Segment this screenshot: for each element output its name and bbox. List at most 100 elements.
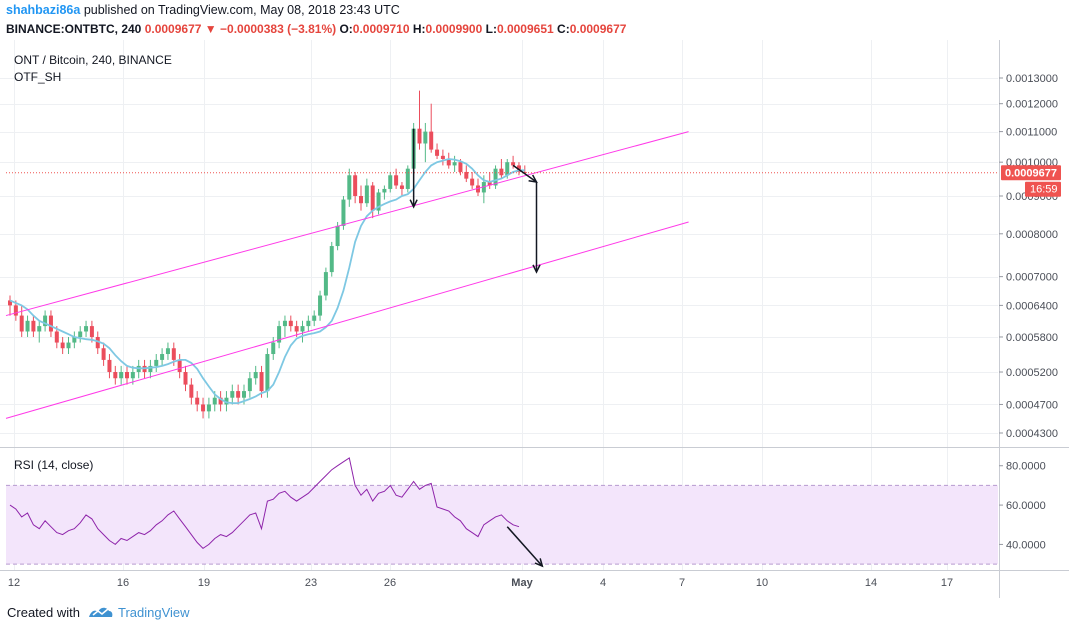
price-tick-label: 0.0004300 xyxy=(1006,428,1058,440)
candle-body xyxy=(25,320,30,332)
time-tick-label: 17 xyxy=(941,577,953,589)
candle-body xyxy=(312,315,317,321)
candle-body xyxy=(224,397,229,405)
open-value: 0.0009710 xyxy=(352,22,410,36)
time-tick-label: 16 xyxy=(117,577,129,589)
candle-body xyxy=(247,378,252,392)
countdown-text: 16:59 xyxy=(1030,184,1058,196)
rsi-band xyxy=(6,485,998,565)
candle-body xyxy=(154,359,159,366)
candle-body xyxy=(60,342,65,349)
candle-body xyxy=(353,175,358,196)
candle-body xyxy=(101,348,106,360)
candle-body xyxy=(165,348,170,355)
chart-header: shahbazi86a published on TradingView.com… xyxy=(0,0,1069,40)
arrow-head xyxy=(409,199,418,209)
candle-body xyxy=(43,315,48,327)
time-tick-label: 10 xyxy=(756,577,768,589)
candle-body xyxy=(440,155,445,159)
change-arrow-icon: ▼ xyxy=(204,22,217,36)
candle-body xyxy=(476,185,480,193)
indicator-title: OTF_SH xyxy=(14,70,61,84)
grid xyxy=(0,40,998,570)
tradingview-logo-icon[interactable] xyxy=(88,603,114,621)
footer: Created with TradingView xyxy=(0,598,1069,630)
candle-body xyxy=(318,295,323,316)
price-tick-label: 0.0004700 xyxy=(1006,399,1058,411)
price-axis[interactable]: 0.00130000.00120000.00110000.00100000.00… xyxy=(999,73,1058,440)
candle-body xyxy=(399,185,404,189)
candle-body xyxy=(405,168,410,189)
low-label: L: xyxy=(485,22,497,36)
candle-body xyxy=(125,372,129,379)
candle-body xyxy=(487,182,492,186)
ohlc-line: BINANCE:ONTBTC, 240 0.0009677 ▼ −0.00003… xyxy=(6,22,626,36)
candle-body xyxy=(72,336,77,343)
low-value: 0.0009651 xyxy=(496,22,554,36)
candle-body xyxy=(452,162,457,166)
candle-body xyxy=(195,397,200,405)
candle-body xyxy=(382,188,387,193)
candle-body xyxy=(89,326,94,337)
candle-body xyxy=(13,305,18,316)
channel-upper-line[interactable] xyxy=(5,131,689,317)
arrow-shaft[interactable] xyxy=(512,164,537,183)
candle-body xyxy=(505,162,510,176)
price-tick-label: 0.0007000 xyxy=(1006,272,1058,284)
candle-body xyxy=(376,192,381,211)
ma-line xyxy=(9,158,525,405)
candle-body xyxy=(294,326,299,332)
candle-body xyxy=(499,168,504,176)
candle-body xyxy=(388,175,393,189)
rsi-arrow-head xyxy=(534,558,544,568)
rsi-tick-label: 40.0000 xyxy=(1006,539,1046,551)
annotation-arrows[interactable] xyxy=(409,128,544,568)
candle-body xyxy=(394,175,399,186)
price-tick-label: 0.0005200 xyxy=(1006,367,1058,379)
rsi-axis[interactable]: 80.0000 60.0000 40.0000 xyxy=(999,461,1046,552)
candle-body xyxy=(253,372,258,379)
candle-body xyxy=(130,372,135,379)
candle-body xyxy=(265,354,270,392)
time-axis[interactable]: 12 16 19 23 26 May 4 7 10 14 17 xyxy=(8,577,953,589)
candle-body xyxy=(277,326,282,343)
candle-body xyxy=(177,359,182,373)
price-tick-label: 0.0006400 xyxy=(1006,300,1058,312)
candle-body xyxy=(37,326,42,332)
candle-body xyxy=(364,185,369,204)
symbol-line: BINANCE:ONTBTC, 240 xyxy=(6,22,142,36)
candle-body xyxy=(458,162,463,172)
candle-body xyxy=(522,171,527,173)
open-label: O: xyxy=(339,22,353,36)
channel-lower-line[interactable] xyxy=(5,221,689,419)
candle-body xyxy=(66,342,71,349)
chart-area[interactable]: 0.00130000.00120000.00110000.00100000.00… xyxy=(0,40,1069,598)
time-tick-label: 19 xyxy=(198,577,210,589)
candle-body xyxy=(435,149,440,156)
candle-body xyxy=(31,320,36,332)
candle-body xyxy=(370,185,375,211)
candle-body xyxy=(148,365,153,373)
candle-body xyxy=(19,315,24,332)
candle-body xyxy=(288,320,293,327)
candle-body xyxy=(511,162,516,166)
candle-body xyxy=(84,326,89,332)
candle-body xyxy=(230,391,235,398)
high-label: H: xyxy=(412,22,426,36)
candle-body xyxy=(464,171,469,179)
author-link[interactable]: shahbazi86a xyxy=(6,3,81,17)
time-tick-label: May xyxy=(511,577,533,589)
rsi-arrow-shaft[interactable] xyxy=(506,526,543,567)
candle-body xyxy=(323,272,328,296)
rsi-tick-label: 80.0000 xyxy=(1006,461,1046,473)
candle-body xyxy=(329,246,334,273)
price-tick-label: 0.0013000 xyxy=(1006,73,1058,85)
rsi-tick-label: 60.0000 xyxy=(1006,500,1046,512)
price-tick-label: 0.0005800 xyxy=(1006,332,1058,344)
time-tick-label: 23 xyxy=(305,577,317,589)
candle-body xyxy=(189,384,194,398)
price-tick-label: 0.0008000 xyxy=(1006,229,1058,241)
tradingview-brand[interactable]: TradingView xyxy=(118,605,190,620)
candle-body xyxy=(335,225,340,247)
candle-body xyxy=(8,300,12,306)
